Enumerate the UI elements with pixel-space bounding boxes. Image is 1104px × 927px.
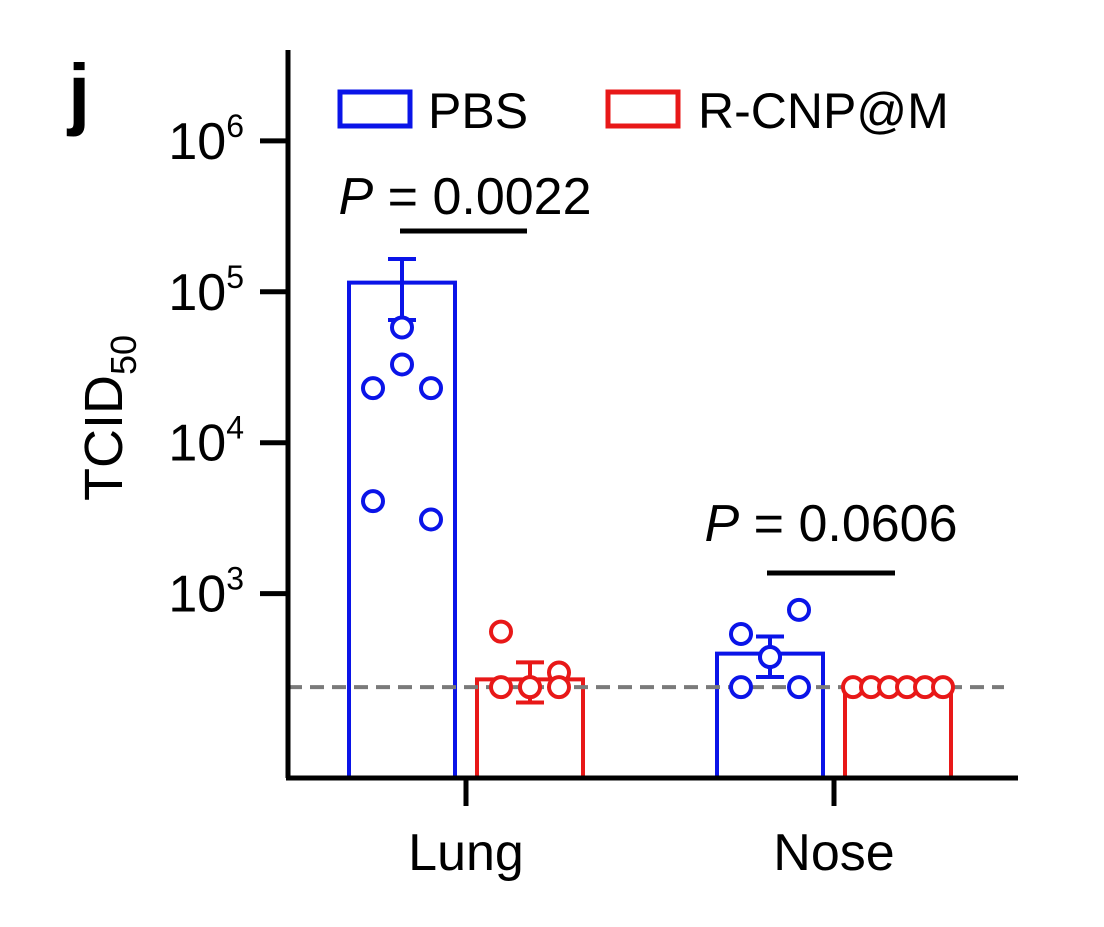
data-point-nose-pbs	[729, 621, 753, 646]
y-ticks-layer: 103 104 105 106	[168, 108, 288, 624]
data-point-nose-pbs	[787, 675, 811, 700]
data-point-lung-rcnp	[547, 675, 571, 700]
annotations-layer: P = 0.0022 P = 0.0606	[339, 168, 958, 576]
data-point-lung-rcnp	[489, 619, 513, 644]
y-tick-label: 106	[168, 108, 244, 171]
x-tick-label-nose: Nose	[773, 824, 894, 882]
data-point-lung-pbs	[419, 507, 443, 532]
y-axis-title-subscript: 50	[103, 335, 144, 375]
data-point-nose-pbs	[758, 645, 782, 670]
data-point-nose-pbs	[787, 597, 811, 622]
data-point-nose-rcnp	[931, 675, 955, 700]
legend-swatch-rcnp	[605, 89, 681, 129]
y-tick-label: 103	[168, 561, 244, 624]
data-point-lung-pbs	[361, 376, 385, 401]
points-layer	[361, 315, 955, 700]
data-point-lung-pbs	[419, 376, 443, 401]
data-point-lung-pbs	[361, 489, 385, 514]
legend-label-rcnp: R-CNP@M	[698, 83, 949, 139]
error-bars-layer	[388, 256, 784, 705]
data-point-lung-rcnp	[518, 675, 542, 700]
legend-swatch-pbs	[337, 89, 413, 129]
x-tick-label-lung: Lung	[408, 824, 524, 882]
data-point-nose-pbs	[729, 675, 753, 700]
panel-label: j	[66, 48, 90, 137]
legend: PBS R-CNP@M	[337, 83, 949, 139]
data-point-lung-pbs	[390, 352, 414, 377]
p-value-nose: P = 0.0606	[705, 495, 958, 553]
x-ticks-layer: Lung Nose	[408, 778, 895, 882]
y-axis-title: TCID50	[74, 335, 144, 501]
p-value-lung: P = 0.0022	[339, 168, 592, 226]
data-point-lung-pbs	[390, 315, 414, 340]
y-tick-label: 105	[168, 259, 244, 322]
legend-label-pbs: PBS	[428, 83, 528, 139]
data-point-lung-rcnp	[489, 675, 513, 700]
y-tick-label: 104	[168, 410, 244, 473]
bar-nose-rcnp	[843, 685, 953, 778]
